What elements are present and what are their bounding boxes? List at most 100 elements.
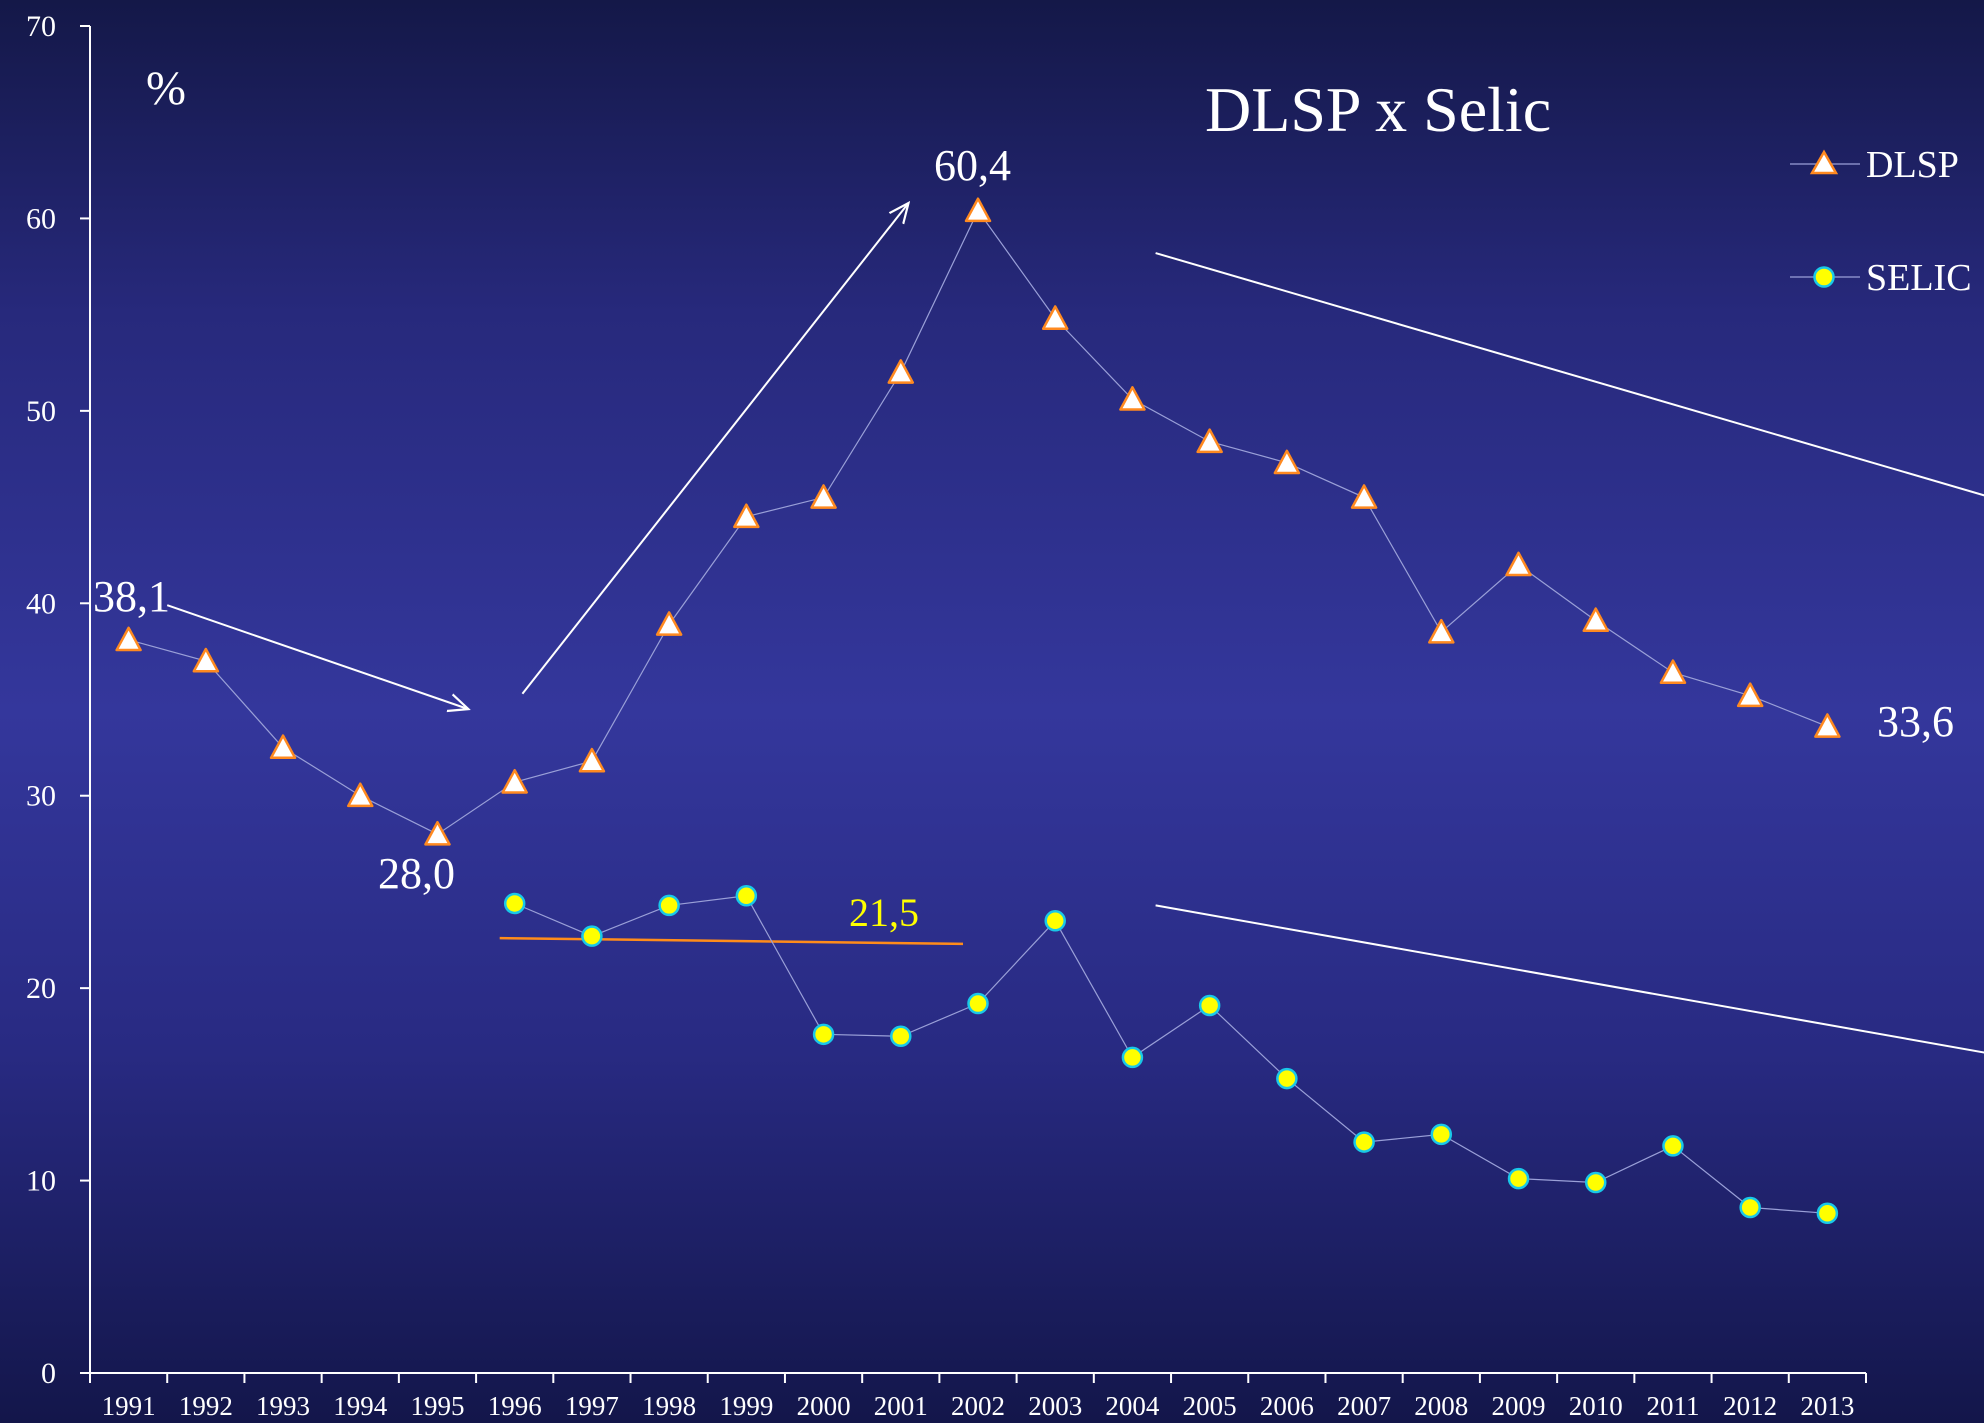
dlsp-point-2005: [1196, 428, 1223, 454]
x-tick-label: 2012: [1723, 1391, 1777, 1421]
y-axis-unit-label: %: [146, 62, 186, 115]
x-tick-label: 2001: [874, 1391, 928, 1421]
x-tick-label: 2010: [1569, 1391, 1623, 1421]
x-tick-label: 1994: [333, 1391, 388, 1421]
selic-point-2012: [1739, 1196, 1761, 1219]
dlsp-point-2008: [1428, 618, 1455, 644]
x-tick-label: 2009: [1492, 1391, 1546, 1421]
x-tick-label: 1991: [102, 1391, 156, 1421]
y-tick-label: 0: [41, 1357, 56, 1390]
legend: DLSP SELIC: [1790, 144, 1972, 299]
trend-arrows: [166, 203, 1984, 1054]
series-markers: [115, 197, 1841, 1225]
trend-arrow: [1155, 904, 1984, 1054]
x-tick-label: 1998: [642, 1391, 696, 1421]
dlsp-point-2010: [1582, 607, 1609, 633]
dlsp-point-2001: [887, 359, 915, 384]
selic-point-2010: [1584, 1171, 1607, 1194]
legend-label-selic: SELIC: [1866, 257, 1972, 299]
x-tick-label: 2013: [1800, 1391, 1854, 1421]
series-lines: [128, 209, 1828, 1214]
dlsp-point-1997: [578, 747, 606, 773]
dlsp-point-2009: [1505, 551, 1532, 577]
dlsp-point-2002: [964, 197, 992, 223]
x-tick-label: 2002: [951, 1391, 1005, 1421]
selic-point-2008: [1430, 1123, 1453, 1146]
average-line-group: [499, 936, 964, 946]
dlsp-point-1999: [733, 503, 760, 529]
selic-point-1996: [503, 892, 526, 915]
legend-label-dlsp: DLSP: [1866, 144, 1959, 186]
dlsp-point-1994: [347, 782, 374, 808]
y-tick-label: 70: [26, 10, 56, 43]
x-tick-label: 2006: [1260, 1391, 1314, 1421]
selic-point-2005: [1198, 994, 1221, 1017]
selic-point-2011: [1662, 1135, 1684, 1157]
dlsp-point-2006: [1273, 449, 1301, 475]
x-tick-label: 2011: [1646, 1391, 1699, 1421]
dlsp-point-1993: [269, 734, 297, 760]
selic-point-2003: [1044, 910, 1066, 932]
dlsp-point-2011: [1659, 659, 1687, 685]
selic-series-line: [514, 895, 1828, 1214]
dlsp-point-2004: [1119, 386, 1146, 411]
selic-average-line: [499, 936, 964, 946]
x-tick-label: 2004: [1105, 1391, 1160, 1421]
x-tick-label: 2007: [1337, 1391, 1391, 1421]
y-tick-label: 30: [26, 780, 56, 813]
dlsp-point-1992: [192, 647, 220, 673]
selic-point-2001: [890, 1025, 912, 1047]
dlsp-point-2013: [1814, 713, 1841, 738]
y-ticks: 0 10 20 30 40 50 60 70: [26, 10, 90, 1390]
x-tick-label: 1993: [256, 1391, 310, 1421]
x-tick-label: 2003: [1028, 1391, 1082, 1421]
x-tick-label: 1995: [410, 1391, 464, 1421]
selic-point-2007: [1353, 1131, 1375, 1153]
x-tick-label: 2000: [797, 1391, 851, 1421]
dlsp-point-2012: [1736, 682, 1764, 708]
x-tick-label: 2005: [1183, 1391, 1237, 1421]
dlsp-point-1991: [115, 626, 142, 652]
dlsp-point-1996: [501, 768, 528, 794]
dlsp-series-line: [128, 209, 1828, 835]
dlsp-point-2003: [1041, 305, 1069, 330]
selic-point-2004: [1121, 1046, 1144, 1069]
annotations: 38,1 28,0 60,4 33,6 21,5: [93, 141, 1954, 935]
selic-point-1997: [581, 925, 603, 947]
y-tick-label: 40: [26, 587, 56, 620]
legend-marker-dlsp: [1809, 149, 1839, 175]
chart-title: DLSP x Selic: [1205, 74, 1551, 145]
y-tick-label: 60: [26, 202, 56, 235]
x-tick-label: 1992: [179, 1391, 233, 1421]
y-tick-label: 50: [26, 395, 56, 428]
annotation-dlsp-1995: 28,0: [378, 849, 455, 898]
selic-point-1998: [658, 894, 680, 917]
dlsp-point-2000: [810, 484, 837, 509]
annotation-dlsp-2013: 33,6: [1877, 697, 1954, 746]
x-tick-label: 1996: [488, 1391, 542, 1421]
trend-arrow: [521, 203, 908, 695]
legend-item-dlsp: DLSP: [1790, 144, 1959, 186]
dlsp-point-1998: [655, 611, 683, 636]
selic-point-2013: [1816, 1202, 1839, 1225]
selic-point-2000: [812, 1023, 835, 1046]
x-tick-label: 1999: [719, 1391, 773, 1421]
y-tick-label: 10: [26, 1165, 56, 1198]
legend-marker-selic: [1813, 266, 1835, 288]
dlsp-point-1995: [424, 820, 451, 846]
selic-point-1999: [735, 885, 758, 907]
x-tick-label: 1997: [565, 1391, 619, 1421]
dlsp-point-2007: [1350, 484, 1378, 509]
x-tick-label: 2008: [1414, 1391, 1468, 1421]
trend-arrow: [1155, 252, 1984, 497]
x-ticks: 1991 1992 1993 1994 1995 1996 1997 1998 1999 2000…: [89, 1373, 1867, 1421]
annotation-dlsp-1991: 38,1: [93, 572, 170, 621]
selic-point-2009: [1507, 1167, 1530, 1190]
legend-item-selic: SELIC: [1790, 257, 1972, 299]
axes: 0 10 20 30 40 50 60 70 1991 1992 1993 1994 1995 1996…: [26, 10, 1867, 1421]
trend-arrow: [166, 604, 468, 709]
selic-point-2006: [1276, 1067, 1298, 1090]
selic-point-2002: [967, 992, 989, 1015]
y-tick-label: 20: [26, 972, 56, 1005]
annotation-dlsp-2002: 60,4: [934, 141, 1011, 190]
